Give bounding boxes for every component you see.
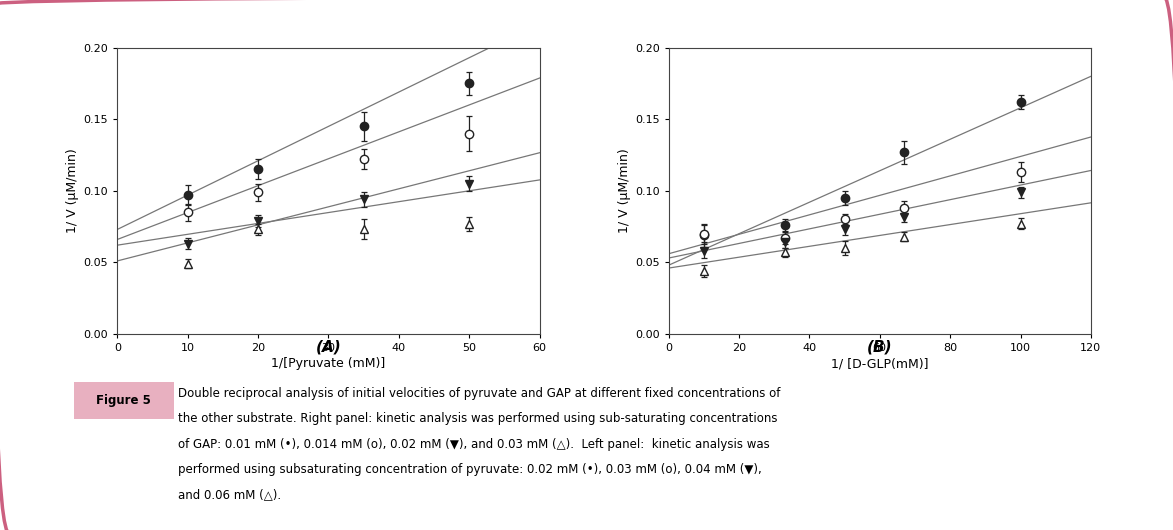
Text: and 0.06 mM (△).: and 0.06 mM (△). <box>178 489 282 502</box>
Text: performed using subsaturating concentration of pyruvate: 0.02 mM (•), 0.03 mM (o: performed using subsaturating concentrat… <box>178 463 762 476</box>
Text: of GAP: 0.01 mM (•), 0.014 mM (o), 0.02 mM (▼), and 0.03 mM (△).  Left panel:  k: of GAP: 0.01 mM (•), 0.014 mM (o), 0.02 … <box>178 438 769 451</box>
Text: the other substrate. Right panel: kinetic analysis was performed using sub-satur: the other substrate. Right panel: kineti… <box>178 412 778 426</box>
Text: (B): (B) <box>867 340 893 355</box>
Text: Figure 5: Figure 5 <box>96 394 151 407</box>
Text: (A): (A) <box>316 340 341 355</box>
Text: Double reciprocal analysis of initial velocities of pyruvate and GAP at differen: Double reciprocal analysis of initial ve… <box>178 387 781 400</box>
X-axis label: 1/[Pyruvate (mM)]: 1/[Pyruvate (mM)] <box>271 357 386 370</box>
X-axis label: 1/ [D-GLP(mM)]: 1/ [D-GLP(mM)] <box>830 357 929 370</box>
Y-axis label: 1/ V (μM/min): 1/ V (μM/min) <box>618 148 631 233</box>
Y-axis label: 1/ V (μM/min): 1/ V (μM/min) <box>67 148 80 233</box>
